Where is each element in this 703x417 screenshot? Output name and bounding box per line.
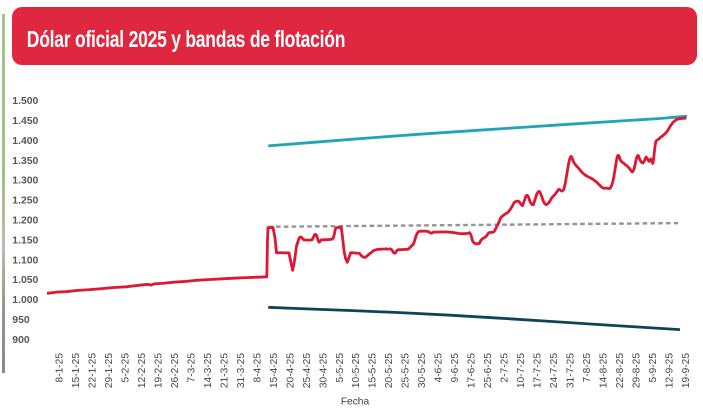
svg-text:21-3-25: 21-3-25 bbox=[219, 353, 230, 388]
svg-text:5-2-25: 5-2-25 bbox=[121, 353, 132, 383]
svg-text:5-5-25: 5-5-25 bbox=[335, 353, 346, 383]
svg-text:7-8-25: 7-8-25 bbox=[582, 353, 593, 383]
svg-text:1.000: 1.000 bbox=[12, 295, 38, 306]
svg-text:19-9-25: 19-9-25 bbox=[681, 353, 692, 388]
svg-text:10-7-25: 10-7-25 bbox=[516, 353, 527, 388]
svg-text:1.300: 1.300 bbox=[12, 176, 38, 187]
svg-text:2-7-25: 2-7-25 bbox=[500, 353, 511, 383]
svg-text:5-9-25: 5-9-25 bbox=[648, 353, 659, 383]
svg-text:900: 900 bbox=[12, 335, 30, 346]
svg-text:14-3-25: 14-3-25 bbox=[203, 353, 214, 388]
svg-text:29-1-25: 29-1-25 bbox=[104, 353, 115, 388]
svg-text:1.050: 1.050 bbox=[12, 275, 38, 286]
svg-text:15-5-25: 15-5-25 bbox=[368, 353, 379, 388]
svg-text:10-5-25: 10-5-25 bbox=[351, 353, 362, 388]
svg-text:24-7-25: 24-7-25 bbox=[549, 353, 560, 388]
svg-text:31-7-25: 31-7-25 bbox=[566, 353, 577, 388]
svg-text:22-1-25: 22-1-25 bbox=[88, 353, 99, 388]
svg-text:30-5-25: 30-5-25 bbox=[417, 353, 428, 388]
svg-text:22-8-25: 22-8-25 bbox=[615, 353, 626, 388]
svg-text:7-3-25: 7-3-25 bbox=[186, 353, 197, 383]
svg-text:20-5-25: 20-5-25 bbox=[384, 353, 395, 388]
svg-text:30-4-25: 30-4-25 bbox=[318, 353, 329, 388]
svg-text:Fecha: Fecha bbox=[341, 396, 370, 407]
svg-text:4-6-25: 4-6-25 bbox=[434, 353, 445, 383]
svg-text:20-4-25: 20-4-25 bbox=[285, 353, 296, 388]
svg-text:17-7-25: 17-7-25 bbox=[533, 353, 544, 388]
svg-text:14-8-25: 14-8-25 bbox=[598, 353, 609, 388]
svg-text:12-9-25: 12-9-25 bbox=[664, 353, 675, 388]
svg-text:31-3-25: 31-3-25 bbox=[236, 353, 247, 388]
svg-text:950: 950 bbox=[12, 315, 30, 326]
svg-text:25-6-25: 25-6-25 bbox=[483, 353, 494, 388]
svg-text:25-4-25: 25-4-25 bbox=[302, 353, 313, 388]
svg-text:1.250: 1.250 bbox=[12, 196, 38, 207]
svg-text:12-2-25: 12-2-25 bbox=[137, 353, 148, 388]
svg-text:1.500: 1.500 bbox=[12, 96, 38, 107]
svg-text:8-4-25: 8-4-25 bbox=[252, 353, 263, 383]
svg-text:8-1-25: 8-1-25 bbox=[55, 353, 66, 383]
svg-text:9-6-25: 9-6-25 bbox=[450, 353, 461, 383]
svg-text:15-1-25: 15-1-25 bbox=[71, 353, 82, 388]
svg-text:19-2-25: 19-2-25 bbox=[154, 353, 165, 388]
svg-text:17-6-25: 17-6-25 bbox=[467, 353, 478, 388]
svg-text:Dólar oficial 2025 y bandas de: Dólar oficial 2025 y bandas de flotación bbox=[27, 28, 345, 53]
svg-text:1.100: 1.100 bbox=[12, 255, 38, 266]
svg-text:1.350: 1.350 bbox=[12, 156, 38, 167]
svg-text:25-5-25: 25-5-25 bbox=[401, 353, 412, 388]
svg-text:1.200: 1.200 bbox=[12, 216, 38, 227]
svg-text:15-4-25: 15-4-25 bbox=[269, 353, 280, 388]
svg-text:1.450: 1.450 bbox=[12, 116, 38, 127]
svg-text:1.150: 1.150 bbox=[12, 235, 38, 246]
svg-text:29-8-25: 29-8-25 bbox=[631, 353, 642, 388]
svg-text:26-2-25: 26-2-25 bbox=[170, 353, 181, 388]
svg-text:1.400: 1.400 bbox=[12, 136, 38, 147]
